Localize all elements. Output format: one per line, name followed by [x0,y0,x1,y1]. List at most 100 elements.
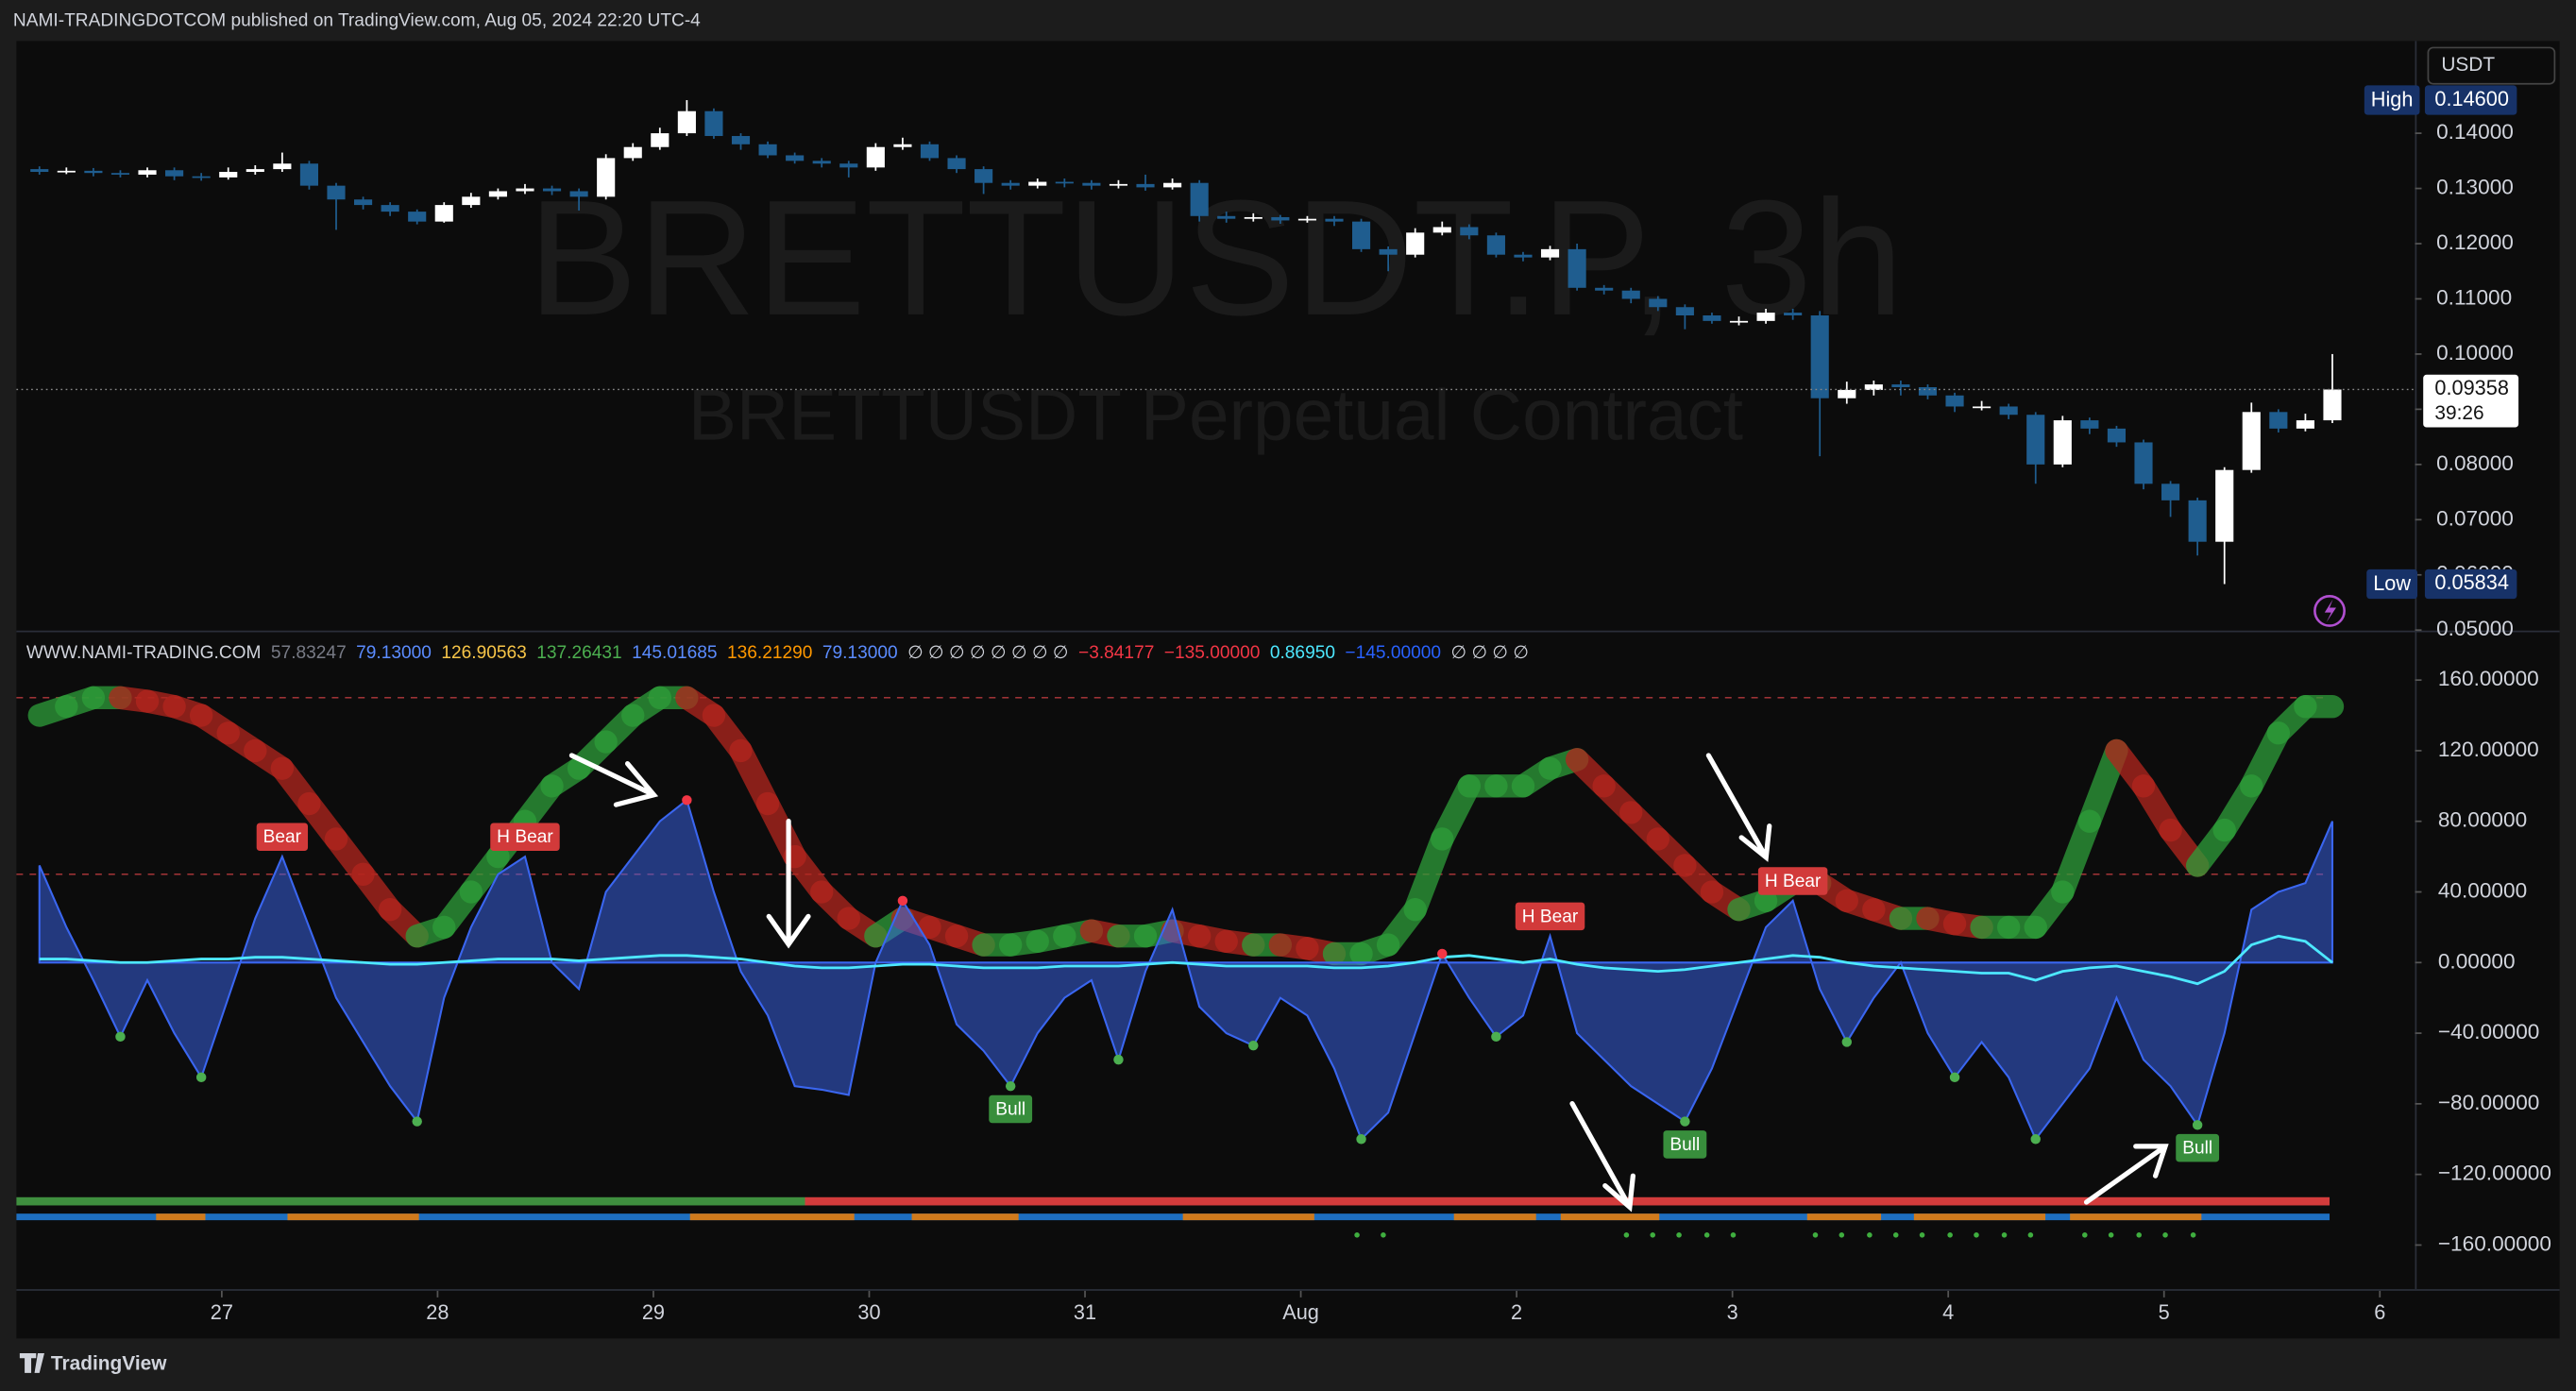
signal-dots [1354,1232,2196,1238]
alert-icon[interactable] [2313,594,2346,627]
strip [156,1213,206,1221]
label-box [1663,1130,1707,1159]
candle-body [704,110,723,137]
trend-strips [16,1196,2330,1221]
pivot-low [1356,1134,1366,1145]
strip [287,1213,419,1221]
indicator-value: −3.84177 [1078,643,1154,663]
pivot-high [897,895,908,907]
oscillator-area [38,798,2334,1142]
x-tick-label: Aug [1282,1300,1319,1324]
candle-body [1136,183,1155,188]
y-tick-label: 160.00000 [2438,667,2539,690]
alert-icon-bolt [2324,599,2336,623]
currency-box [2427,46,2556,85]
y-tick-label: 120.00000 [2438,738,2539,761]
label-text: High [2371,88,2414,111]
y-tick-label: 0.14000 [2436,120,2514,144]
pivot-low [115,1031,126,1043]
candle-body [1082,182,1101,186]
label-text: Bull [1669,1135,1700,1155]
label-box [1757,867,1828,895]
pivot-low [1491,1031,1501,1043]
y-tick-label: 0.12000 [2436,230,2514,254]
y-tick-label: 80.00000 [2438,808,2527,832]
candle-body [1649,298,1668,308]
candle-body [542,188,562,192]
pivot-low [1248,1040,1259,1051]
candle-body [1568,248,1586,288]
candle-body [462,196,481,206]
candle-body [273,163,292,170]
x-tick-label: 6 [2374,1300,2385,1324]
pivot-low [1005,1080,1016,1092]
candle-body [893,144,912,147]
candle-body [246,169,264,173]
candle-body [623,146,642,159]
y-tick-label: −40.00000 [2438,1020,2540,1043]
candle-body [2215,469,2234,542]
label-text: Low [2373,571,2411,595]
candle-body [2296,420,2314,429]
y-tick-label: −80.00000 [2438,1091,2540,1114]
strip [16,1213,2330,1221]
last-price: 0.09358 [2434,376,2509,399]
candle-body [2053,420,2072,465]
y-tick-label: 0.11000 [2436,285,2512,309]
candle-body [1595,287,1614,291]
publish-header: NAMI-TRADINGDOTCOM published on TradingV… [13,11,701,31]
candle-body [1540,248,1560,258]
y-tick-label: 0.05000 [2436,617,2514,640]
candle-body [1486,235,1505,255]
strip [1453,1213,1536,1221]
candle-body [165,170,184,177]
candle-body [1109,183,1128,186]
candle-body [1325,218,1344,222]
watermark-title: BRETTUSDT.P, 3h [528,166,1904,349]
candle-body [758,144,777,156]
brand: TradingView [51,1353,167,1375]
y-tick-label: 0.00000 [2438,949,2516,973]
candle-body [1432,227,1451,233]
y-tick-label: 0.08000 [2436,451,2514,475]
candle-body [812,161,831,164]
indicator-value: −135.00000 [1164,643,1261,663]
label-text: H Bear [1522,907,1579,926]
label-box [989,1094,1033,1124]
candle-body [1973,406,1991,409]
candle-body [1351,221,1371,249]
candle-body [1271,216,1290,221]
pivot-low [2030,1134,2041,1145]
candle-body [1675,307,1694,316]
candle-body [434,205,453,222]
candle-body [30,169,49,173]
strip [911,1213,1019,1221]
indicator-title: WWW.NAMI-TRADING.COM [26,643,262,663]
label-text: Bull [2182,1139,2212,1159]
candle-body [1621,290,1640,299]
strip [1182,1213,1314,1221]
candle-body [110,173,130,175]
candle-body [1756,313,1775,321]
label-box [1515,902,1585,931]
candle-body [327,185,346,200]
low_label-value: 0.05834 [2434,570,2509,594]
indicator-value: 137.26431 [536,643,621,663]
indicator-value: 79.13000 [356,643,432,663]
candle-body [516,188,534,192]
last-price-box [2423,374,2519,428]
plot: 0.050000.060000.070000.080000.090000.100… [16,46,2556,1324]
candle-body [2188,500,2207,542]
pivot-low [2192,1120,2203,1130]
brand-logo [19,1353,44,1373]
label-text: Bull [995,1099,1025,1119]
candle-body [1729,320,1749,323]
candle-body [1891,384,1910,388]
candle-body [57,170,76,173]
label-box [490,823,560,852]
pivot-low [195,1072,207,1083]
strip [805,1196,2330,1206]
x-tick-label: 31 [1074,1300,1096,1324]
